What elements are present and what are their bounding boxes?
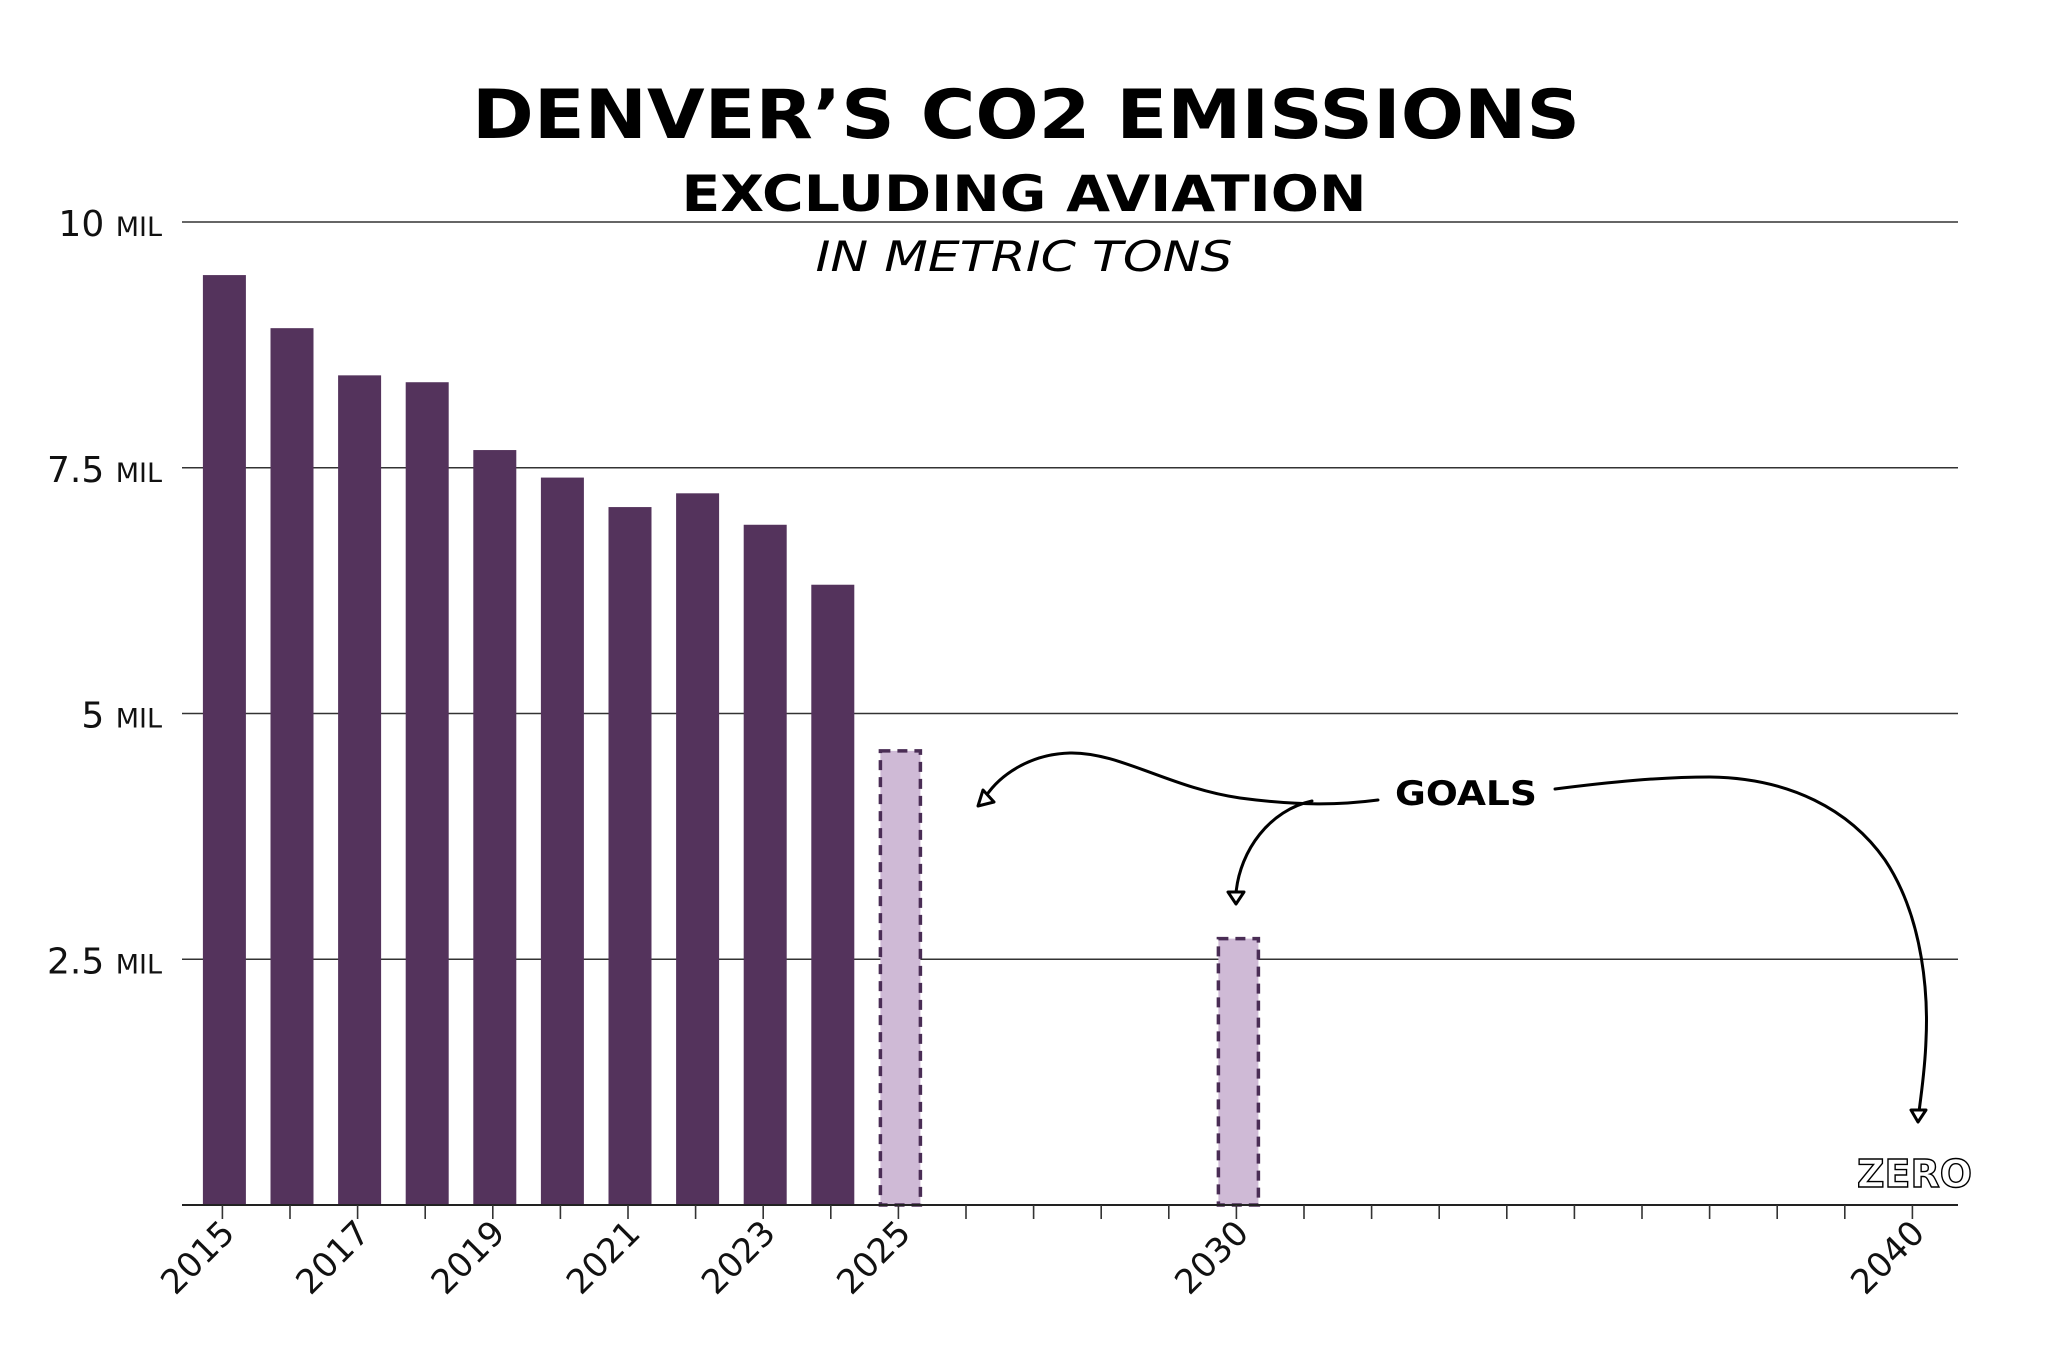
x-tick-label-2023: 2023 — [694, 1213, 783, 1302]
y-tick-unit: MIL — [116, 458, 162, 489]
x-tick-label-2040: 2040 — [1843, 1213, 1932, 1302]
x-tick-label-2021: 2021 — [559, 1213, 648, 1302]
arrowhead-2030-icon — [1226, 890, 1246, 906]
bar-2024 — [811, 584, 855, 1205]
y-tick-label: 7.5 MIL — [47, 450, 162, 491]
goals-arrow-2030 — [1234, 799, 1314, 895]
x-axis-labels: 2015 2017 2019 2021 2023 2025 2030 2040 — [153, 1213, 1932, 1302]
goals-label: GOALS — [1395, 774, 1537, 814]
x-tick-label-2025: 2025 — [829, 1213, 918, 1302]
y-tick-unit: MIL — [116, 212, 162, 243]
goals-annotation: GOALS ZERO — [976, 751, 1973, 1197]
bar-2023 — [743, 524, 787, 1205]
y-tick-label: 5 MIL — [81, 696, 162, 737]
y-tick-label: 2.5 MIL — [47, 941, 162, 982]
bar-2015 — [202, 275, 246, 1205]
x-axis — [182, 1204, 1958, 1219]
bar-2017 — [338, 375, 382, 1205]
y-tick-label: 10 MIL — [58, 204, 162, 245]
bar-2016 — [270, 328, 314, 1205]
arrowhead-2025-icon — [976, 788, 996, 808]
chart-title: DENVER’S CO2 EMISSIONS — [472, 76, 1580, 155]
y-tick-number: 2.5 — [47, 941, 116, 982]
goals-arrow-2040 — [1553, 775, 1928, 1114]
bar-2018 — [405, 382, 449, 1205]
x-tick-label-2017: 2017 — [288, 1213, 377, 1302]
y-tick-number: 5 — [81, 696, 115, 737]
chart-subtitle: EXCLUDING AVIATION — [682, 165, 1367, 223]
bar-2021 — [608, 507, 652, 1205]
goal-bar-2025 — [878, 749, 923, 1207]
units-note: IN METRIC TONS — [816, 232, 1233, 281]
y-tick-number: 10 — [58, 204, 115, 245]
bar-2020 — [540, 477, 584, 1206]
bars — [202, 275, 1261, 1207]
bar-2019 — [473, 450, 517, 1205]
y-tick-unit: MIL — [116, 704, 162, 735]
arrowhead-2040-icon — [1909, 1108, 1928, 1124]
x-tick-label-2019: 2019 — [424, 1213, 513, 1302]
bar-2022 — [676, 493, 720, 1206]
x-tick-label-2030: 2030 — [1167, 1213, 1256, 1302]
y-tick-unit: MIL — [116, 949, 162, 980]
goal-bar-2030 — [1216, 936, 1261, 1207]
y-tick-number: 7.5 — [47, 450, 116, 491]
x-tick-label-2015: 2015 — [153, 1213, 242, 1302]
zero-label: ZERO — [1857, 1152, 1972, 1196]
goals-arrow-2025 — [984, 751, 1380, 806]
